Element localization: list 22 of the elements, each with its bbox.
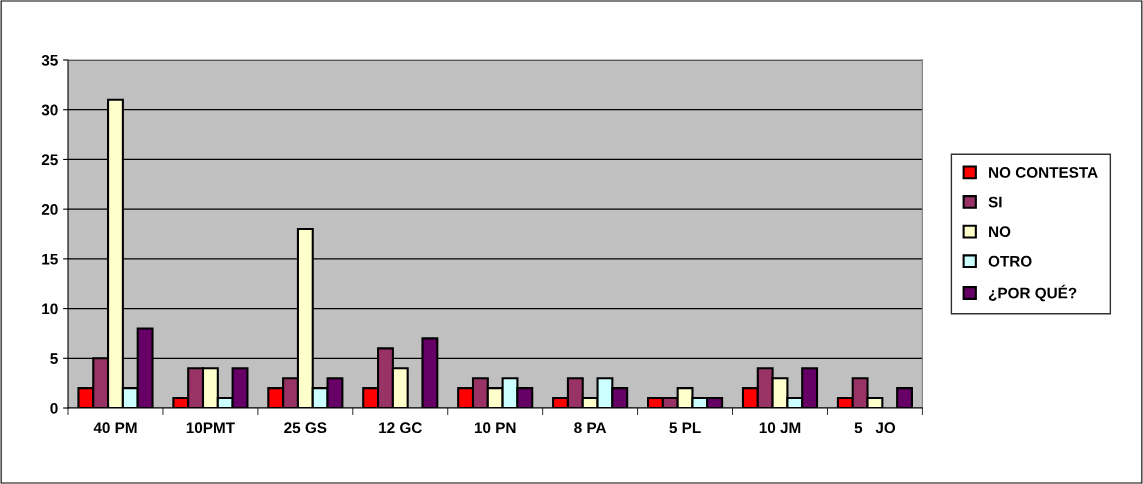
legend-label: SI: [988, 196, 1002, 208]
legend-label: ¿POR QUÉ?: [988, 284, 1077, 302]
legend-label: OTRO: [988, 255, 1032, 267]
y-tick-label: 15: [42, 253, 58, 265]
legend-label: NO: [989, 226, 1011, 238]
x-tick-label: 40 PM: [93, 422, 137, 434]
x-tick-label: 10 JM: [759, 422, 801, 434]
y-tick-label: 25: [41, 154, 58, 166]
x-tick-label: 10PMT: [186, 422, 235, 434]
y-tick-label: 20: [41, 204, 58, 215]
legend-label: NO CONTESTA: [989, 167, 1098, 178]
x-tick-label: 25 GS: [284, 422, 327, 434]
x-tick-label: 8 PA: [574, 422, 607, 434]
x-tick-label: 5 JO: [854, 422, 896, 434]
y-tick-label: 10: [42, 303, 58, 315]
y-tick-label: 0: [50, 402, 58, 414]
y-tick-label: 35: [41, 54, 58, 66]
x-tick-label: 12 GC: [379, 422, 422, 434]
y-tick-label: 30: [41, 104, 58, 116]
y-tick-label: 5: [50, 353, 58, 364]
x-tick-label: 5 PL: [669, 422, 701, 434]
x-tick-label: 10 PN: [474, 422, 516, 434]
